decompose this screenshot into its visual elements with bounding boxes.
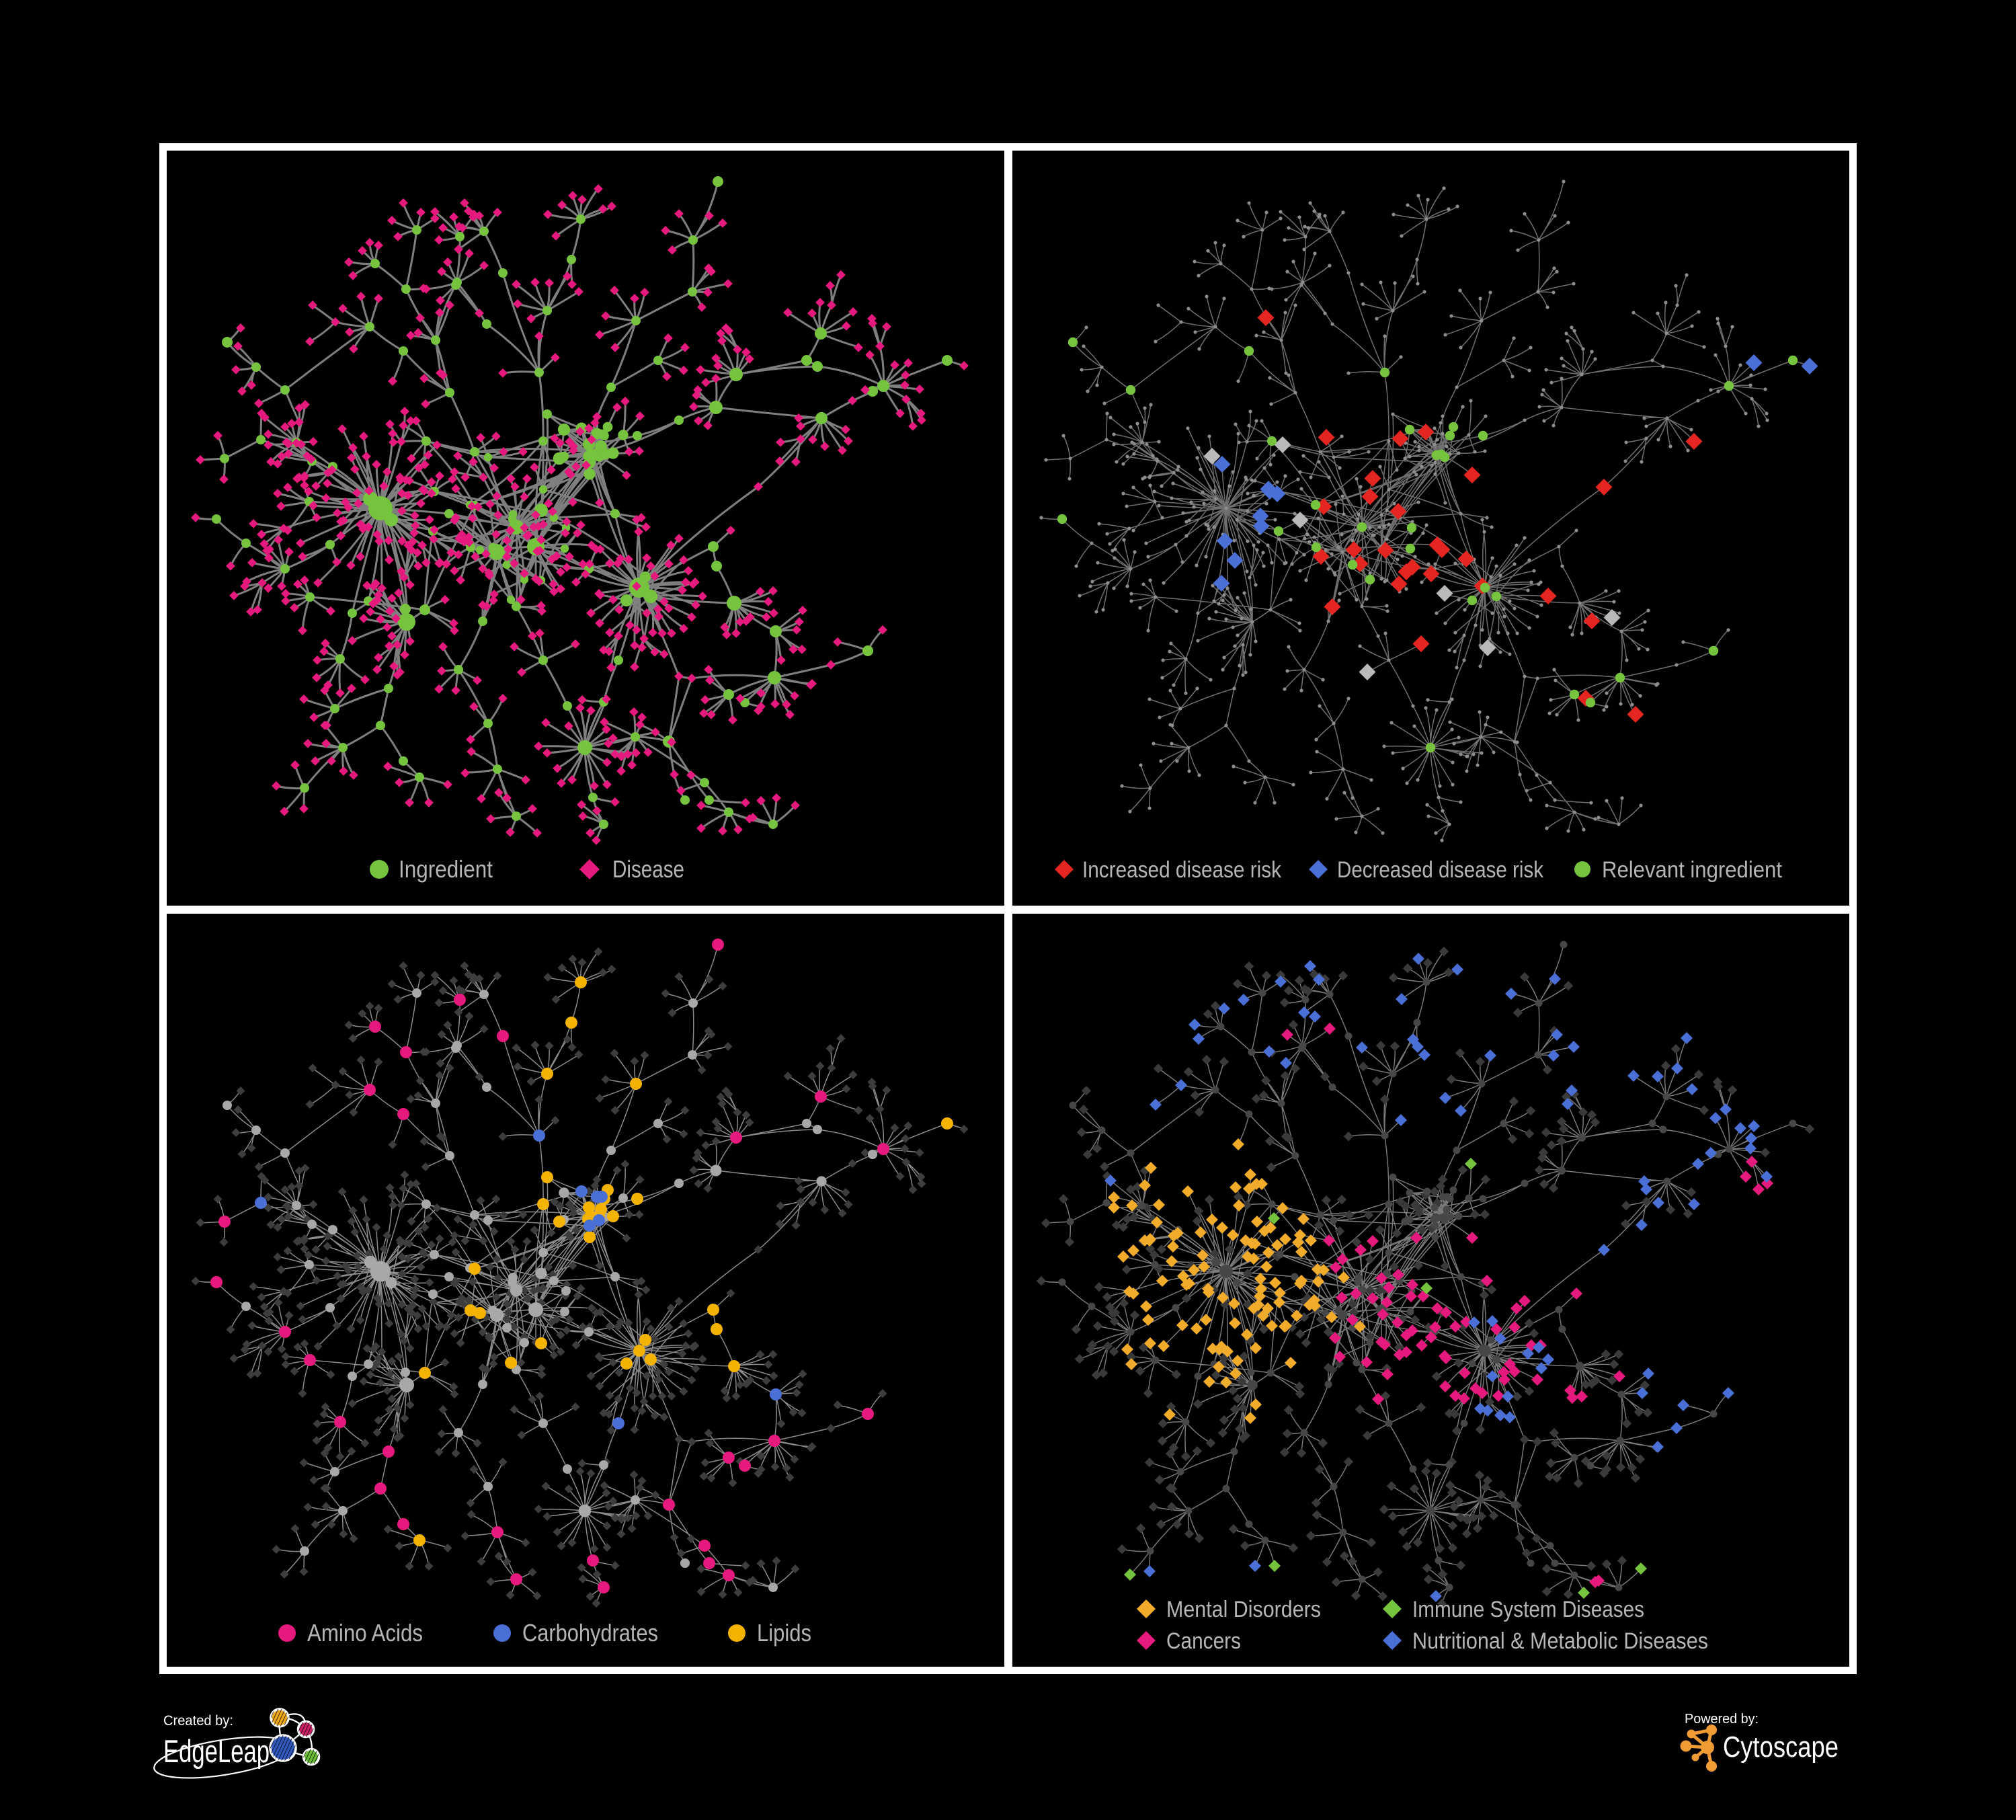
svg-text:Lipids: Lipids [757,1619,811,1647]
svg-text:Decreased disease risk: Decreased disease risk [1337,857,1544,883]
svg-text:Nutritional & Metabolic Diseas: Nutritional & Metabolic Diseases [1412,1628,1708,1654]
svg-text:Carbohydrates: Carbohydrates [522,1619,658,1647]
svg-text:Immune System Diseases: Immune System Diseases [1412,1597,1644,1622]
svg-text:Powered by:: Powered by: [1685,1712,1759,1727]
svg-text:Cytoscape: Cytoscape [1723,1731,1839,1764]
svg-text:Disease: Disease [612,855,684,883]
svg-text:Increased disease risk: Increased disease risk [1082,857,1282,883]
svg-text:Relevant ingredient: Relevant ingredient [1602,857,1783,883]
svg-text:Created by:: Created by: [163,1713,233,1729]
svg-text:Mental Disorders: Mental Disorders [1166,1597,1321,1622]
svg-text:Ingredient: Ingredient [399,855,493,883]
svg-text:Cancers: Cancers [1166,1628,1241,1654]
svg-text:Amino Acids: Amino Acids [307,1619,423,1647]
svg-text:EdgeLeap: EdgeLeap [163,1733,270,1769]
